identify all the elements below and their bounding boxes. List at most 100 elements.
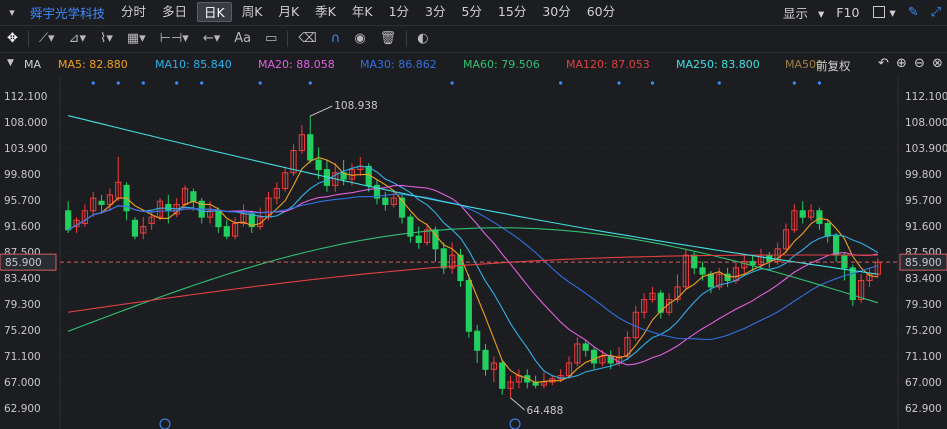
stock-name[interactable]: 舜宇光学科技 bbox=[30, 5, 106, 21]
y-tick-label-left: 75.200 bbox=[4, 325, 41, 337]
y-tick-label-right: 103.900 bbox=[905, 143, 947, 155]
event-dot bbox=[792, 81, 796, 85]
ma500-value: MA500 bbox=[785, 58, 824, 71]
candle-body bbox=[232, 222, 239, 237]
period-bar: ▾ 舜宇光学科技 分时 多日 日K 周K 月K 季K 年K 1分 3分 5分 1… bbox=[0, 0, 947, 24]
candle-body bbox=[782, 229, 790, 250]
ma250-line bbox=[68, 115, 878, 275]
candle-body bbox=[373, 184, 381, 199]
candle-body bbox=[540, 381, 548, 386]
toolbar-separator bbox=[27, 31, 29, 47]
chevron-down-icon[interactable]: ▾ bbox=[889, 4, 896, 20]
close-icon[interactable]: ⊗ bbox=[932, 56, 943, 71]
undo-icon[interactable]: ↶ bbox=[878, 56, 889, 71]
period-tab-3[interactable]: 周K bbox=[241, 4, 263, 19]
candle-body bbox=[590, 349, 598, 364]
measure-tool-icon[interactable]: ⊢⊣▾ bbox=[159, 31, 189, 46]
line-tool-icon[interactable]: ⟋▾ bbox=[38, 31, 55, 46]
topbar-right-controls: 显示 ▾ F10 ▾ ✎ ⤢ bbox=[771, 0, 947, 24]
period-tab-6[interactable]: 年K bbox=[351, 4, 373, 19]
y-tick-label-left: 95.700 bbox=[4, 195, 41, 207]
high-annotation-line bbox=[310, 105, 333, 117]
collapse-ma-icon[interactable]: ▼ bbox=[7, 58, 14, 68]
y-tick-label-right: 112.100 bbox=[905, 91, 947, 103]
current-price-tag-right bbox=[899, 253, 947, 271]
toggle-icon[interactable]: ◐ bbox=[417, 31, 429, 46]
candle-body bbox=[432, 229, 439, 250]
candle-body bbox=[415, 235, 422, 243]
y-tick-label-right: 75.200 bbox=[905, 325, 942, 337]
y-tick-label-left: 112.100 bbox=[4, 91, 47, 103]
candle-body bbox=[674, 286, 681, 301]
ray-tool-icon[interactable]: ⊿▾ bbox=[68, 31, 86, 46]
display-menu[interactable]: 显示 ▾ bbox=[783, 5, 825, 21]
candle-body bbox=[282, 172, 289, 190]
crosshair-icon[interactable]: ✥ bbox=[7, 31, 18, 46]
wave-tool-icon[interactable]: ⌇▾ bbox=[99, 31, 113, 46]
y-tick-label-left: 103.900 bbox=[4, 143, 47, 155]
candle-body bbox=[90, 197, 97, 212]
chart-tool-icon[interactable]: ▦▾ bbox=[126, 31, 146, 46]
adjust-label[interactable]: 前复权 bbox=[816, 59, 851, 73]
collapse-button[interactable]: ▾ bbox=[0, 0, 24, 24]
candle-body bbox=[474, 330, 481, 351]
arrow-tool-icon[interactable]: ←▾ bbox=[202, 31, 221, 46]
comment-tool-icon[interactable]: ▭ bbox=[265, 31, 278, 46]
period-tab-4[interactable]: 月K bbox=[278, 4, 300, 19]
ma30-line bbox=[67, 193, 878, 341]
window-toggle-icon[interactable] bbox=[873, 6, 886, 18]
candle-body bbox=[81, 210, 88, 224]
candle-body bbox=[791, 210, 798, 231]
period-tab-2[interactable]: 日K bbox=[197, 2, 232, 22]
pen-icon[interactable]: ✎ bbox=[907, 4, 919, 20]
candle-body bbox=[223, 226, 230, 237]
candle-body bbox=[490, 362, 497, 370]
kline-chart[interactable]: 112.100 112.100 108.000 108.000 103.900 103.9… bbox=[0, 76, 947, 429]
toolbar-separator bbox=[406, 31, 408, 47]
ma60-line bbox=[68, 227, 878, 332]
event-icon-e bbox=[159, 418, 171, 429]
candle-body bbox=[624, 337, 631, 358]
zoom-out-icon[interactable]: ⊖ bbox=[914, 56, 925, 71]
current-price-label-right: 85.900 bbox=[905, 257, 942, 269]
y-tick-label-left: 83.400 bbox=[4, 273, 41, 285]
period-tab-5[interactable]: 季K bbox=[315, 4, 336, 19]
period-tab-0[interactable]: 分时 bbox=[121, 4, 147, 19]
expand-icon[interactable]: ⤢ bbox=[930, 4, 941, 20]
ma-legend: ▼ MA MA5: 82.880 MA10: 85.840 MA20: 88.0… bbox=[0, 54, 947, 76]
f10-button[interactable]: F10 bbox=[836, 4, 860, 20]
period-tab-12[interactable]: 60分 bbox=[586, 4, 616, 19]
candle-body bbox=[398, 197, 406, 218]
y-tick-label-left: 91.600 bbox=[4, 221, 41, 233]
zoom-in-icon[interactable]: ⊕ bbox=[896, 56, 907, 71]
y-tick-label-left: 108.000 bbox=[4, 117, 47, 129]
eye-icon[interactable]: ◉ bbox=[354, 31, 366, 46]
y-tick-label-right: 71.100 bbox=[905, 351, 942, 363]
period-tab-11[interactable]: 30分 bbox=[542, 4, 571, 19]
magnet-icon[interactable]: ∩ bbox=[330, 31, 341, 46]
candle-body bbox=[866, 273, 873, 282]
ma10-line bbox=[67, 165, 879, 379]
y-tick-label-right: 108.000 bbox=[905, 117, 947, 129]
y-tick-label-left: 79.300 bbox=[4, 299, 41, 311]
period-tab-8[interactable]: 3分 bbox=[425, 4, 446, 19]
y-tick-label-left: 99.800 bbox=[4, 169, 41, 181]
period-tab-7[interactable]: 1分 bbox=[388, 4, 410, 19]
text-tool-icon[interactable]: Aa bbox=[234, 31, 252, 46]
period-tab-10[interactable]: 15分 bbox=[497, 4, 527, 19]
event-dot bbox=[116, 81, 120, 85]
y-tick-label-right: 99.800 bbox=[905, 169, 942, 181]
candle-body bbox=[816, 210, 823, 224]
period-tab-9[interactable]: 5分 bbox=[461, 4, 482, 19]
candle-body bbox=[290, 150, 297, 174]
candle-body bbox=[248, 213, 255, 228]
period-tab-1[interactable]: 多日 bbox=[162, 4, 188, 19]
candle-body bbox=[574, 343, 581, 364]
candle-body bbox=[707, 273, 714, 288]
event-dot bbox=[258, 81, 262, 85]
low-annotation-line bbox=[510, 397, 525, 411]
ma30-value: MA30: 86.862 bbox=[360, 58, 437, 71]
eraser-icon[interactable]: ⌫ bbox=[298, 31, 317, 46]
trash-icon[interactable]: 🗑 bbox=[379, 31, 397, 46]
event-dot bbox=[559, 81, 563, 85]
